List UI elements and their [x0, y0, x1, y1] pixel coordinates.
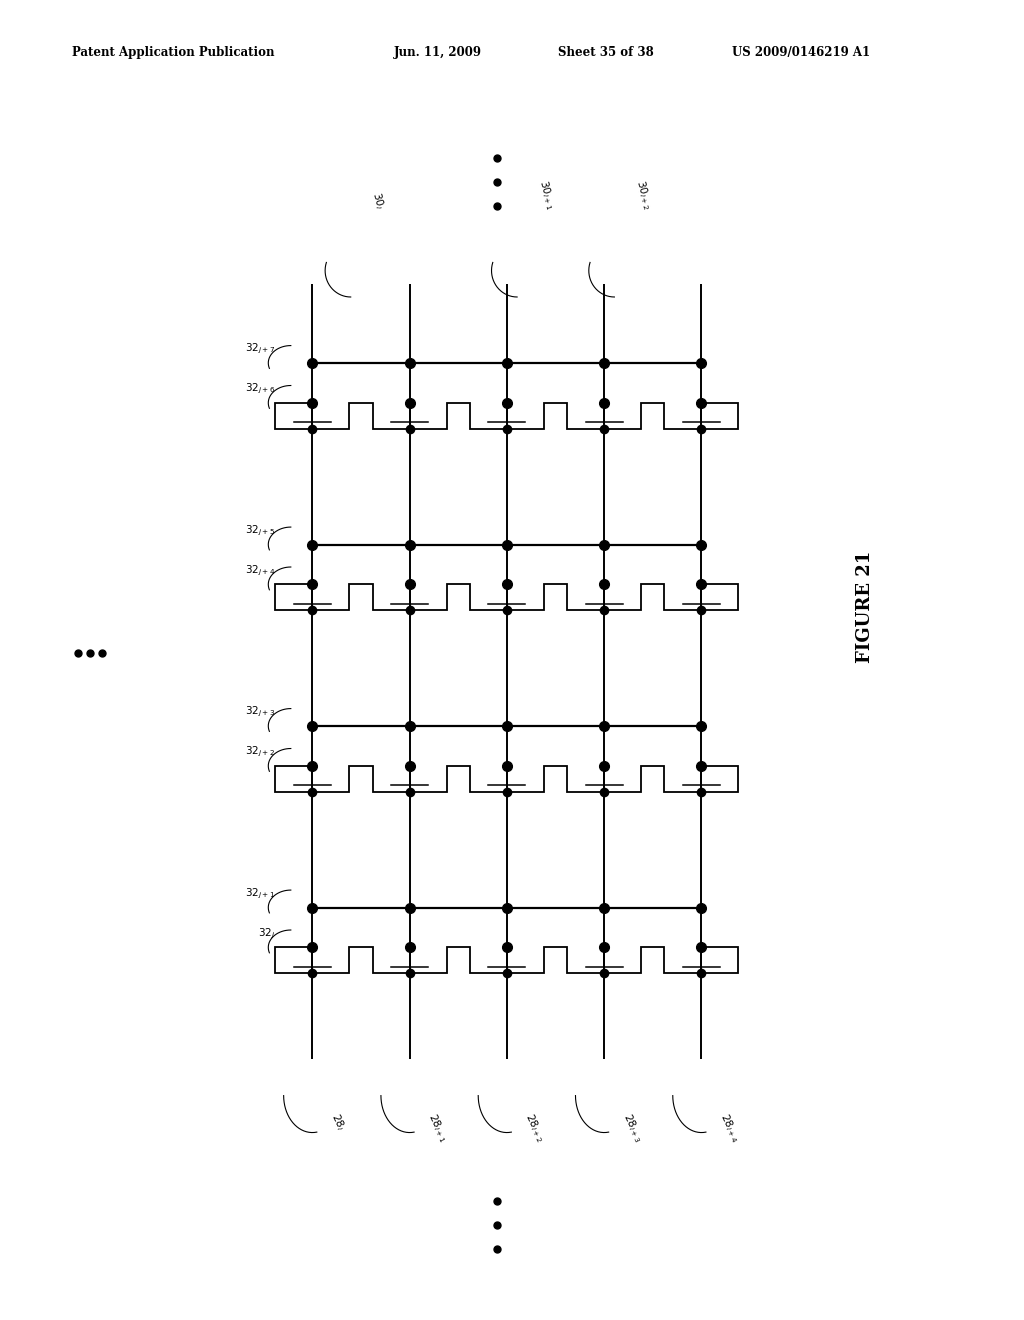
Text: $32_{j+4}$: $32_{j+4}$	[245, 564, 275, 578]
Text: $28_{i+1}$: $28_{i+1}$	[425, 1111, 451, 1144]
Text: $28_{i}$: $28_{i}$	[328, 1111, 347, 1133]
Text: $32_{j+7}$: $32_{j+7}$	[245, 342, 275, 356]
Text: Patent Application Publication: Patent Application Publication	[72, 46, 274, 59]
Text: $32_{j+5}$: $32_{j+5}$	[245, 524, 275, 539]
Text: $30_{i+2}$: $30_{i+2}$	[633, 178, 654, 211]
Text: Sheet 35 of 38: Sheet 35 of 38	[558, 46, 654, 59]
Text: $32_{j}$: $32_{j}$	[258, 927, 275, 941]
Text: $32_{j+1}$: $32_{j+1}$	[245, 887, 275, 900]
Text: $28_{i+2}$: $28_{i+2}$	[522, 1111, 548, 1144]
Text: US 2009/0146219 A1: US 2009/0146219 A1	[732, 46, 870, 59]
Text: $30_{i}$: $30_{i}$	[370, 191, 387, 211]
Text: $32_{j+2}$: $32_{j+2}$	[245, 744, 275, 759]
Text: Jun. 11, 2009: Jun. 11, 2009	[394, 46, 482, 59]
Text: $28_{i+4}$: $28_{i+4}$	[717, 1111, 742, 1144]
Text: $30_{i+1}$: $30_{i+1}$	[536, 178, 557, 211]
Text: $32_{j+6}$: $32_{j+6}$	[245, 381, 275, 396]
Text: FIGURE 21: FIGURE 21	[856, 550, 874, 664]
Text: $32_{j+3}$: $32_{j+3}$	[245, 705, 275, 719]
Text: $28_{i+3}$: $28_{i+3}$	[620, 1111, 645, 1144]
